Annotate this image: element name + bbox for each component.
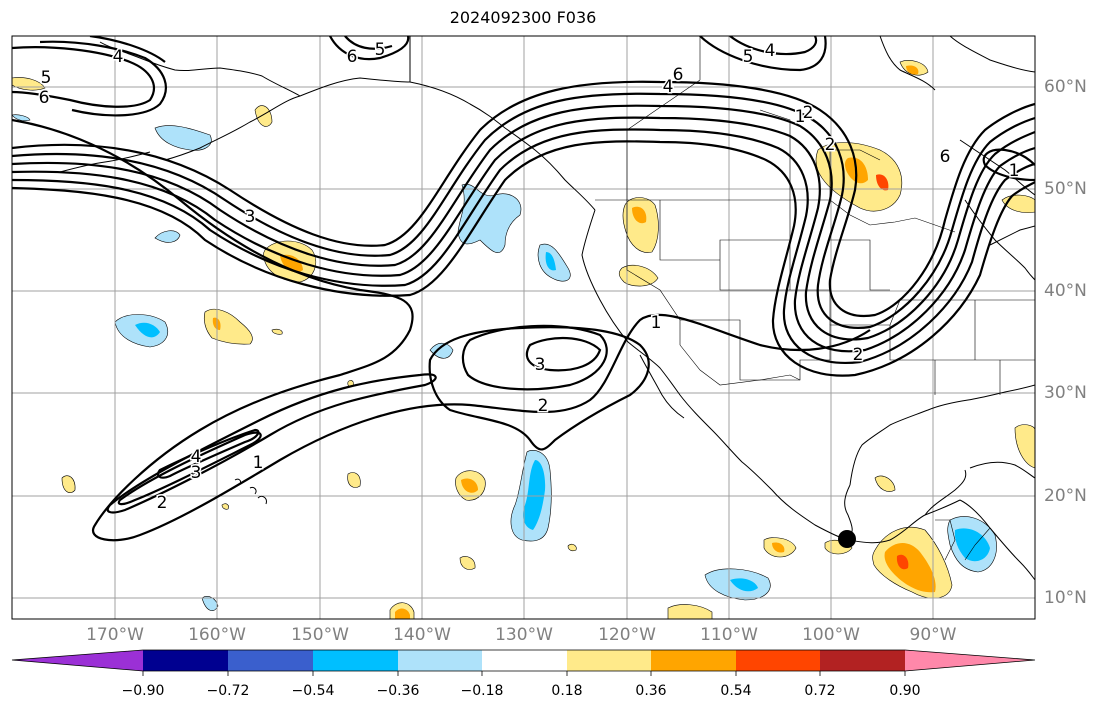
map-frame [11, 35, 1036, 620]
colorbar-max-extend [905, 650, 1035, 671]
contour-label: 3 [245, 207, 256, 227]
contour-label: 5 [743, 47, 754, 67]
colorbar-min-extend [12, 650, 143, 671]
colorbar-segment [398, 650, 482, 671]
longitude-label: 90°W [909, 625, 957, 645]
location-marker [838, 530, 856, 548]
contour-label: 6 [347, 47, 358, 67]
contour-label: 4 [765, 41, 776, 61]
colorbar-segment [820, 650, 905, 671]
contour-label: 2 [825, 135, 836, 155]
contour-label: 3 [535, 355, 546, 375]
colorbar-tick-label: −0.18 [460, 683, 504, 699]
contour-label: 4 [191, 447, 202, 467]
contour-label: 6 [940, 147, 951, 167]
longitude-label: 130°W [495, 625, 553, 645]
contour-label: 2 [157, 493, 168, 513]
contour-label: 1 [1009, 161, 1020, 181]
contour-label: 6 [673, 65, 684, 85]
colorbar-segment [313, 650, 398, 671]
colorbar-segment [228, 650, 313, 671]
contour-label: 4 [663, 77, 674, 97]
longitude-label: 120°W [598, 625, 656, 645]
colorbar-segment [143, 650, 228, 671]
contour-label: 6 [39, 88, 50, 108]
colorbar-tick-label: 0.36 [635, 683, 667, 699]
colorbar-tick-label: −0.54 [291, 683, 335, 699]
colorbar-segment [651, 650, 736, 671]
longitude-label: 110°W [700, 625, 758, 645]
map-title: 2024092300 F036 [449, 8, 597, 27]
latitude-label: 20°N [1044, 486, 1087, 506]
contour-label: 2 [538, 396, 549, 416]
longitude-label: 100°W [802, 625, 860, 645]
latitude-label: 30°N [1044, 383, 1087, 403]
longitude-label: 160°W [188, 625, 246, 645]
contour-label: 1 [253, 453, 264, 473]
colorbar-tick-label: 0.90 [889, 683, 921, 699]
contour-labels: 6 5 4 6 5 4 6 4 2 5 6 1 1 2 3 2 1 3 4 2 … [37, 39, 1021, 515]
contour-label: 1 [795, 107, 806, 127]
longitude-label: 140°W [393, 625, 451, 645]
colorbar-tick-label: −0.36 [376, 683, 420, 699]
colorbar-segment [482, 650, 567, 671]
colorbar-tick-label: −0.90 [121, 683, 165, 699]
contour-label: 3 [191, 463, 202, 483]
colorbar-tick-label: 0.72 [804, 683, 836, 699]
latitude-label: 50°N [1044, 179, 1087, 199]
colorbar-tick-label: 0.54 [720, 683, 752, 699]
contour-label: 2 [803, 103, 814, 123]
contour-label: 2 [853, 345, 864, 365]
colorbar-segment [736, 650, 820, 671]
contour-lines [12, 36, 1035, 542]
colorbar-segment [567, 650, 651, 671]
contour-label: 1 [651, 313, 662, 333]
colorbar-tick-label: 0.18 [551, 683, 583, 699]
contour-label: 5 [375, 40, 386, 60]
political-borders [595, 36, 1035, 561]
longitude-label: 150°W [291, 625, 349, 645]
latitude-label: 10°N [1044, 588, 1087, 608]
contour-label: 5 [41, 68, 52, 88]
colorbar [11, 649, 1036, 676]
latitude-label: 40°N [1044, 281, 1087, 301]
longitude-label: 170°W [86, 625, 144, 645]
colorbar-tick-label: −0.72 [206, 683, 250, 699]
contour-label: 4 [113, 47, 124, 67]
latitude-label: 60°N [1044, 77, 1087, 97]
